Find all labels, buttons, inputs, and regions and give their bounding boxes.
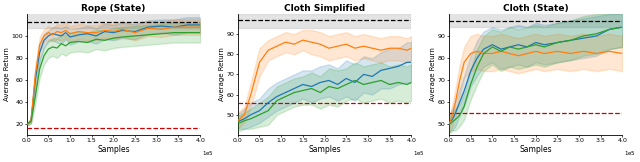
Y-axis label: Average Return: Average Return	[4, 47, 10, 101]
Y-axis label: Average Return: Average Return	[430, 47, 436, 101]
X-axis label: Samples: Samples	[520, 145, 552, 154]
Title: Rope (State): Rope (State)	[81, 4, 145, 13]
X-axis label: Samples: Samples	[97, 145, 130, 154]
Y-axis label: Average Return: Average Return	[219, 47, 225, 101]
Bar	[449, 10, 623, 27]
Text: $\mathregular{1e5}$: $\mathregular{1e5}$	[624, 149, 636, 157]
Bar	[27, 12, 200, 28]
Title: Cloth (State): Cloth (State)	[503, 4, 568, 13]
Title: Cloth Simplified: Cloth Simplified	[284, 4, 365, 13]
Bar	[238, 14, 412, 28]
Text: $\mathregular{1e5}$: $\mathregular{1e5}$	[413, 149, 425, 157]
X-axis label: Samples: Samples	[308, 145, 341, 154]
Text: $\mathregular{1e5}$: $\mathregular{1e5}$	[202, 149, 214, 157]
